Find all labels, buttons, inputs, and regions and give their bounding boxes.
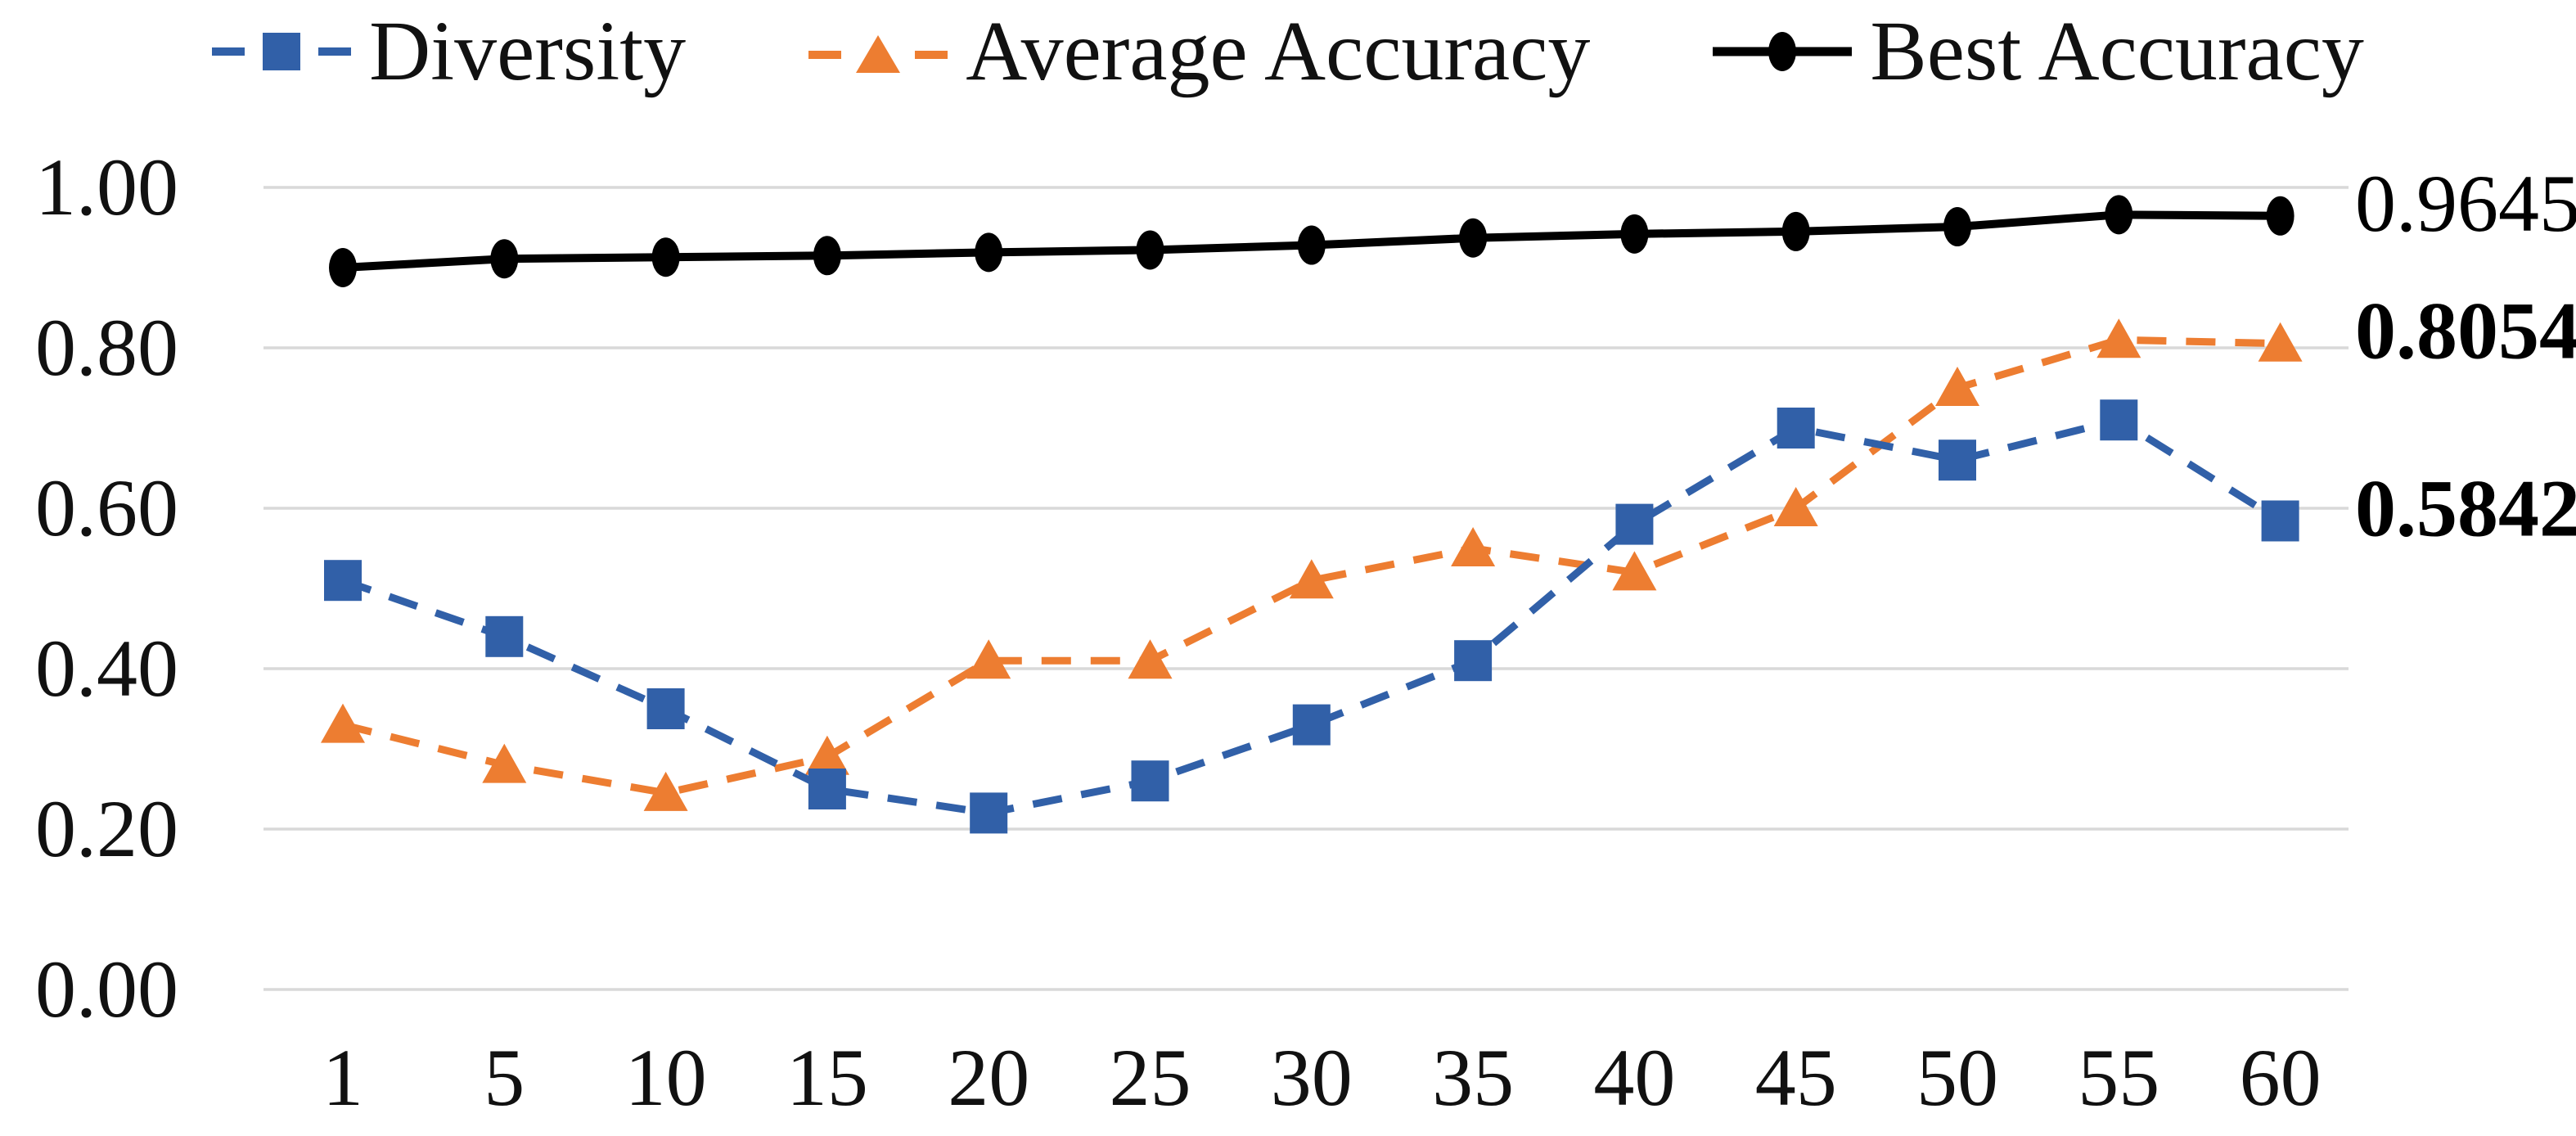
- x-axis-tick-label: 55: [2078, 1032, 2159, 1123]
- x-axis-tick-label: 40: [1593, 1032, 1675, 1123]
- diversity-marker: [1939, 440, 1976, 481]
- average-accuracy-marker: [1773, 487, 1818, 526]
- legend-item-average-accuracy: Average Accuracy: [808, 4, 1591, 98]
- x-axis-tick-label: 25: [1110, 1032, 1191, 1123]
- average-accuracy-marker: [1451, 527, 1496, 566]
- average-accuracy-marker: [2096, 318, 2141, 358]
- y-axis-tick-label: 1.00: [35, 142, 178, 232]
- diversity-marker: [1292, 704, 1331, 746]
- series-end-value-label: 0.8054: [2355, 286, 2576, 376]
- x-axis-tick-label: 1: [322, 1032, 363, 1123]
- best-accuracy-marker: [1136, 230, 1164, 270]
- series-end-value-label: 0.5842: [2355, 462, 2576, 553]
- x-axis-tick-label: 20: [948, 1032, 1029, 1123]
- diversity-marker: [646, 688, 685, 729]
- x-axis-tick-label: 35: [1432, 1032, 1514, 1123]
- best-accuracy-marker: [329, 248, 357, 287]
- x-axis-tick-label: 50: [1916, 1032, 1998, 1123]
- diversity-marker: [970, 792, 1008, 834]
- x-axis-tick-label: 45: [1755, 1032, 1837, 1123]
- diversity-marker: [808, 769, 846, 809]
- y-axis-tick-label: 0.20: [35, 783, 178, 874]
- series-end-value-label: 0.9645: [2355, 158, 2576, 249]
- average-accuracy-marker: [1128, 639, 1173, 679]
- best-accuracy-marker: [1459, 218, 1488, 258]
- best-accuracy-marker: [2105, 195, 2133, 235]
- y-axis-tick-label: 0.60: [35, 462, 178, 553]
- legend-item-best-accuracy: Best Accuracy: [1713, 4, 2364, 98]
- diversity-marker: [1777, 408, 1815, 449]
- x-axis-tick-label: 60: [2240, 1032, 2322, 1123]
- best-accuracy-marker-icon: [1713, 25, 1853, 78]
- best-accuracy-marker: [2266, 196, 2295, 236]
- average-accuracy-marker: [1289, 559, 1334, 599]
- average-accuracy-marker: [804, 735, 849, 775]
- average-accuracy-marker: [1612, 551, 1657, 591]
- x-axis-tick-label: 10: [625, 1032, 707, 1123]
- diversity-marker: [2261, 500, 2299, 542]
- average-accuracy-marker: [482, 743, 527, 783]
- best-accuracy-marker: [1620, 214, 1649, 254]
- average-accuracy-marker: [966, 639, 1011, 679]
- y-axis-tick-label: 0.80: [35, 302, 178, 393]
- diversity-marker: [1454, 640, 1493, 682]
- y-axis-tick-label: 0.00: [35, 944, 178, 1035]
- best-accuracy-marker: [490, 239, 519, 279]
- diversity-marker: [1131, 760, 1169, 802]
- best-accuracy-marker: [1781, 211, 1810, 251]
- legend-label-best-accuracy: Best Accuracy: [1870, 4, 2364, 98]
- diversity-marker-icon: [212, 25, 352, 78]
- diversity-marker: [1615, 503, 1654, 545]
- average-accuracy-marker-icon: [808, 25, 948, 78]
- diversity-marker: [2100, 399, 2138, 441]
- average-accuracy-marker: [321, 703, 365, 743]
- average-accuracy-marker: [1935, 367, 1979, 406]
- x-axis-tick-label: 5: [484, 1032, 525, 1123]
- average-accuracy-marker: [2258, 322, 2303, 362]
- legend-item-diversity: Diversity: [212, 4, 687, 98]
- legend-label-average-accuracy: Average Accuracy: [966, 4, 1591, 98]
- x-axis-tick-label: 15: [786, 1032, 868, 1123]
- diversity-line: [341, 416, 2282, 817]
- best-accuracy-marker: [975, 232, 1003, 273]
- best-accuracy-marker: [1943, 207, 1971, 247]
- diversity-marker: [324, 560, 362, 602]
- chart-legend: Diversity Average Accuracy Best Accuracy: [0, 4, 2576, 98]
- x-axis-tick-label: 30: [1271, 1032, 1353, 1123]
- best-accuracy-marker: [813, 236, 841, 276]
- y-axis-tick-label: 0.40: [35, 623, 178, 714]
- best-accuracy-marker: [651, 237, 680, 277]
- diversity-marker: [485, 615, 524, 657]
- legend-label-diversity: Diversity: [369, 4, 687, 98]
- best-accuracy-marker: [1297, 225, 1326, 265]
- average-accuracy-marker: [643, 771, 688, 811]
